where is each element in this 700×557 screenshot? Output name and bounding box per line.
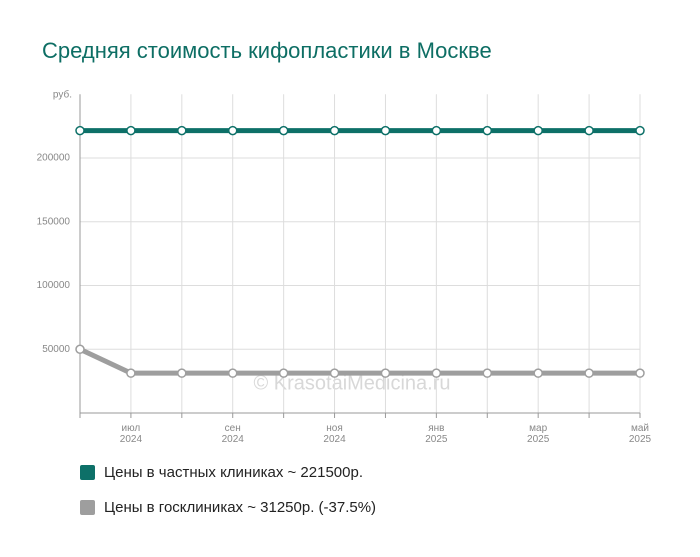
legend-label: Цены в госклиниках ~ 31250р. (-37.5%) <box>104 499 376 516</box>
grid <box>80 94 641 413</box>
x-tick-label: ноя 2024 <box>323 423 346 445</box>
legend-swatch <box>80 500 95 515</box>
point <box>533 125 543 136</box>
y-tick-label: 100000 <box>37 280 71 291</box>
point <box>227 125 238 136</box>
chart-title: Средняя стоимость кифопластики в Москве <box>42 38 492 63</box>
x-tick-label: май 2025 <box>628 423 652 445</box>
x-tick-label: сен 2024 <box>221 423 244 445</box>
series-line <box>78 346 640 376</box>
point <box>75 344 85 354</box>
y-tick-label: 150000 <box>37 216 71 227</box>
y-axis-label: руб. <box>53 89 72 101</box>
x-tick-label: мар 2025 <box>527 423 550 445</box>
watermark: © KrasotaiMedicina.ru <box>253 372 450 394</box>
point <box>482 125 493 136</box>
point <box>329 125 340 136</box>
point <box>75 125 85 136</box>
point <box>584 368 594 378</box>
point <box>278 125 289 136</box>
legend-label: Цены в частных клиниках ~ 221500р. <box>104 464 363 481</box>
point <box>533 368 543 378</box>
point <box>380 125 391 136</box>
point <box>380 368 391 378</box>
legend-swatch <box>80 465 95 480</box>
x-tick-label: июл 2024 <box>119 423 143 445</box>
point <box>635 368 645 378</box>
y-tick-label: 200000 <box>37 153 71 164</box>
point <box>431 125 442 136</box>
point <box>227 368 238 378</box>
point <box>329 368 340 378</box>
point <box>584 125 594 136</box>
point <box>431 368 442 378</box>
point <box>177 125 187 136</box>
point <box>635 125 645 136</box>
point <box>126 125 136 136</box>
x-tick-label: янв 2025 <box>425 423 448 445</box>
point <box>177 368 187 378</box>
y-tick-label: 50000 <box>42 344 70 355</box>
point <box>126 368 136 378</box>
point <box>278 368 289 378</box>
point <box>482 368 493 378</box>
